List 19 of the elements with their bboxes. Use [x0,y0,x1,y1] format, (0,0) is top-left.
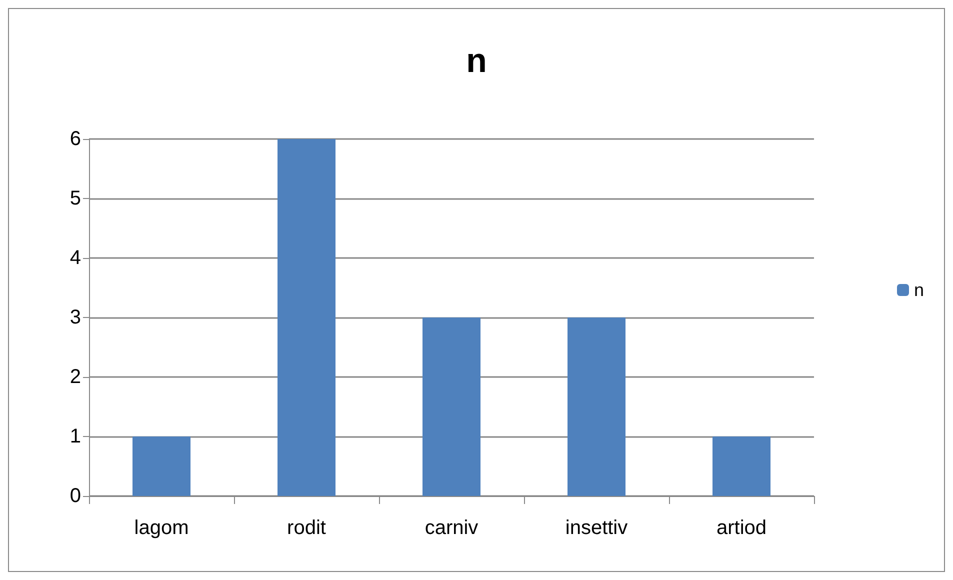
x-tick-label: carniv [424,517,478,539]
y-tick-label: 5 [70,188,81,210]
legend-label: n [914,280,924,300]
bar [568,318,626,496]
chart-title: n [466,42,487,80]
x-tick-label: rodit [287,517,326,539]
x-tick-label: artiod [716,517,767,539]
y-tick-label: 2 [70,366,81,388]
y-tick-label: 4 [70,247,81,269]
bar [712,436,770,496]
x-tick-label: insettiv [565,517,628,539]
bar [278,139,336,496]
y-tick-label: 3 [70,306,81,328]
x-tick-label: lagom [134,517,189,539]
bar [132,436,190,496]
bar [422,318,480,496]
y-tick-label: 6 [70,128,81,150]
y-tick-label: 1 [70,426,81,448]
y-tick-label: 0 [70,485,81,507]
